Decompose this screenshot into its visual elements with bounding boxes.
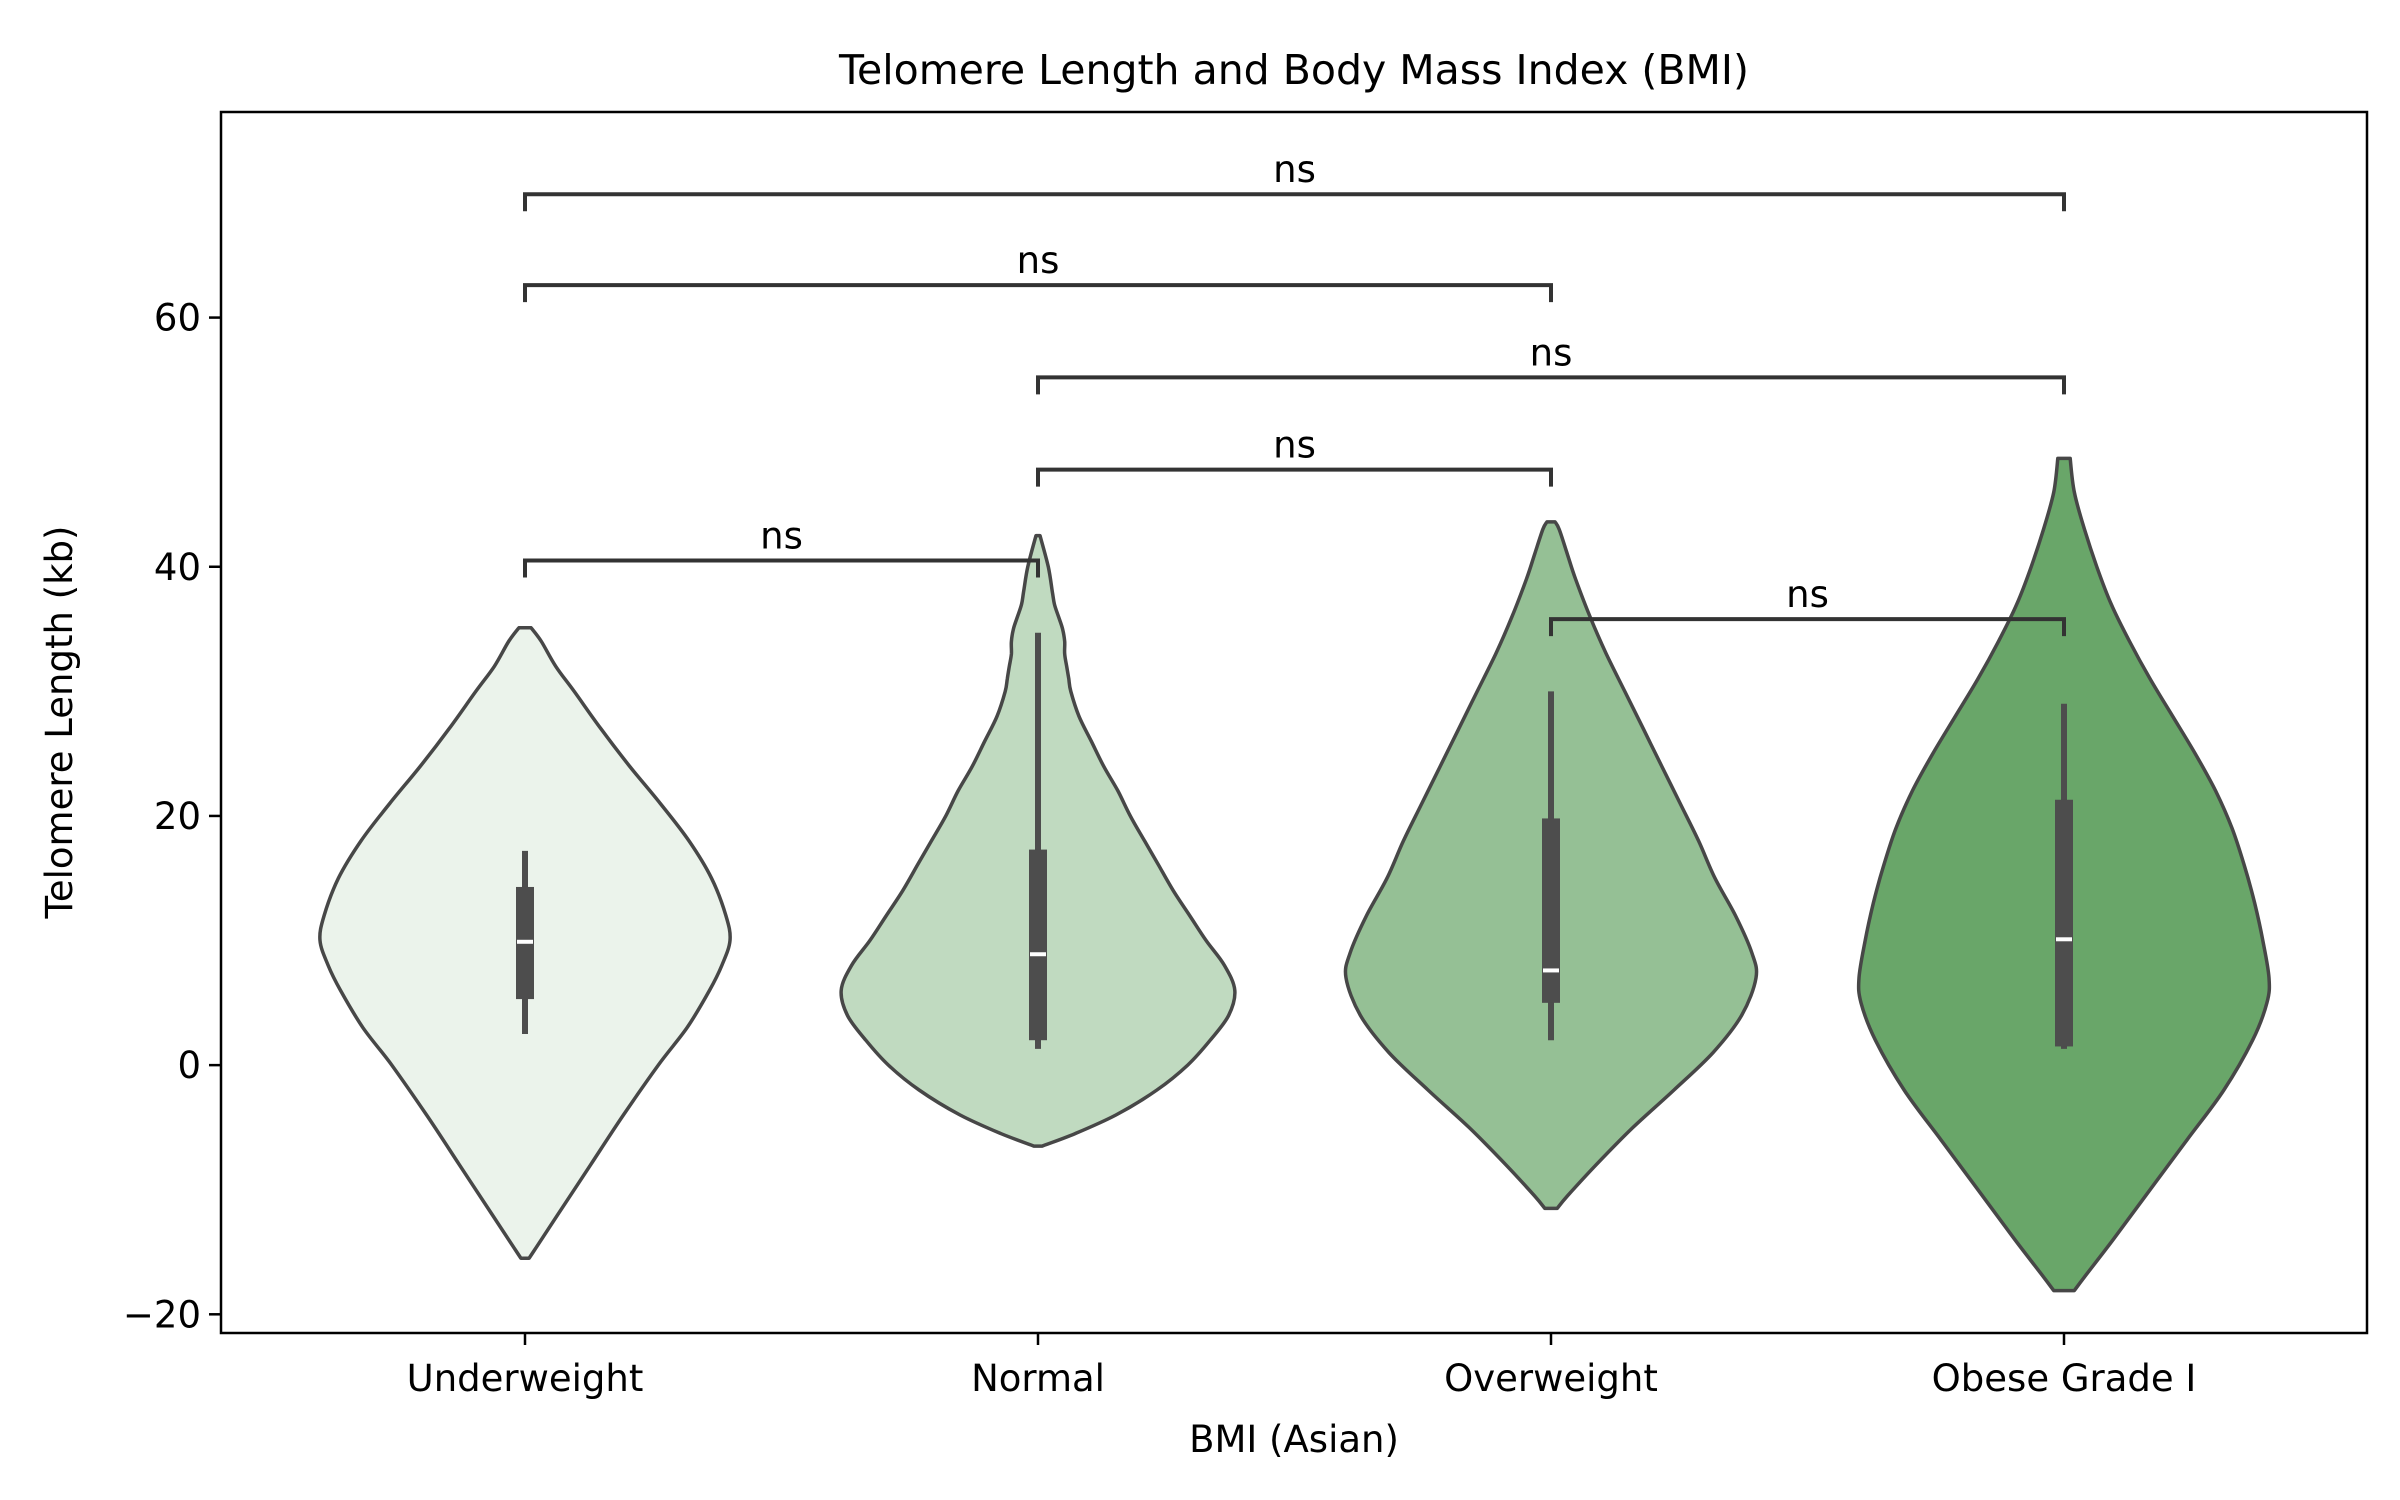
x-tick-label: Underweight — [407, 1357, 644, 1400]
significance-label: ns — [1530, 331, 1573, 374]
box-plots — [516, 632, 2073, 1049]
significance-label: ns — [1273, 424, 1316, 467]
significance-annotations: ns ns ns ns ns ns — [523, 148, 2066, 637]
y-tick-label: −20 — [123, 1293, 201, 1336]
x-tick-label: Normal — [971, 1357, 1105, 1400]
iqr-box — [1029, 849, 1047, 1041]
iqr-box — [2055, 799, 2073, 1047]
significance-label: ns — [1017, 239, 1060, 282]
iqr-box — [1542, 818, 1560, 1003]
significance-label: ns — [760, 515, 803, 558]
y-tick-label: 60 — [154, 297, 201, 340]
significance-bracket — [523, 283, 1553, 303]
x-tick-label: Overweight — [1444, 1357, 1658, 1400]
plot-frame — [219, 110, 2369, 1335]
y-axis-label: Telomere Length (kb) — [38, 526, 81, 920]
violins — [318, 456, 2272, 1293]
significance-bracket — [523, 558, 1040, 578]
significance-bracket — [1036, 375, 2066, 395]
axes: −20 0 20 40 60 Underweight Normal Overweight Obe… — [123, 297, 2196, 1400]
significance-bracket — [1036, 467, 1553, 487]
y-tick-label: 40 — [154, 546, 201, 589]
significance-bracket — [1549, 617, 2066, 637]
x-axis-label: BMI (Asian) — [1189, 1418, 1399, 1461]
y-tick-label: 20 — [154, 795, 201, 838]
chart-title: Telomere Length and Body Mass Index (BMI… — [838, 46, 1749, 94]
x-tick-label: Obese Grade I — [1932, 1357, 2197, 1400]
significance-label: ns — [1786, 573, 1829, 616]
y-tick-label: 0 — [177, 1044, 201, 1087]
significance-label: ns — [1273, 148, 1316, 191]
significance-bracket — [523, 192, 2066, 212]
